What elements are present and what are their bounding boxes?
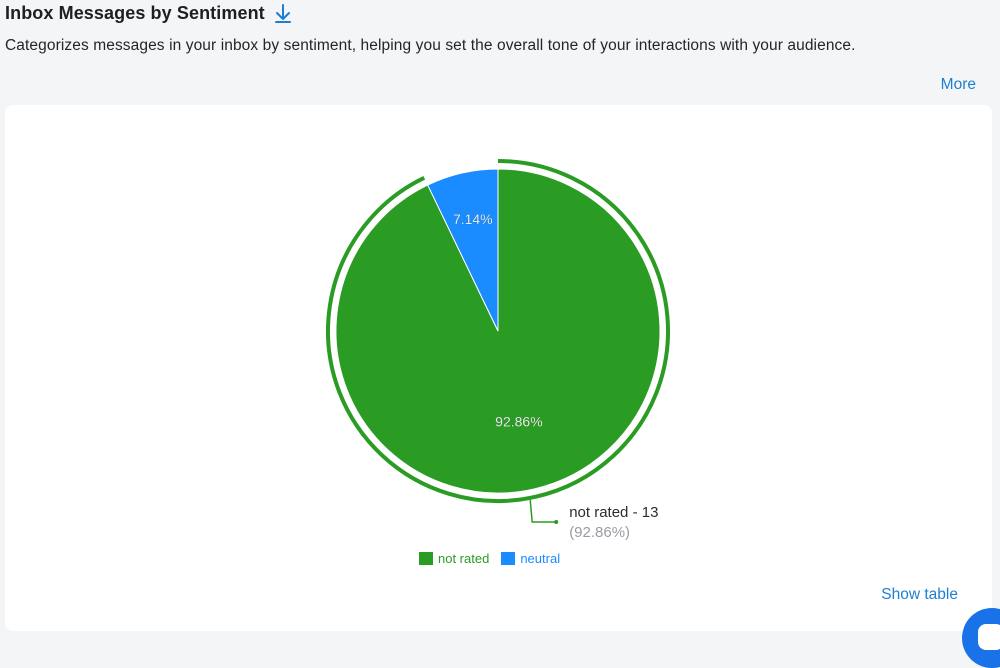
chart-title: Inbox Messages by Sentiment xyxy=(5,2,265,23)
legend-swatch-not-rated xyxy=(419,552,433,565)
chart-header: Inbox Messages by Sentiment xyxy=(5,2,293,24)
legend-label-neutral: neutral xyxy=(520,551,561,566)
tooltip-percent: (92.86%) xyxy=(569,524,630,541)
legend-swatch-neutral xyxy=(501,552,516,565)
chart-legend: not rated neutral xyxy=(419,551,560,566)
download-icon[interactable] xyxy=(273,2,293,24)
legend-item-neutral[interactable]: neutral xyxy=(501,551,560,566)
tooltip-connector xyxy=(529,499,557,523)
tooltip-connector-dot xyxy=(554,520,559,524)
chat-bubble-icon xyxy=(978,624,1000,650)
show-table-link[interactable]: Show table xyxy=(881,586,958,603)
legend-item-not-rated[interactable]: not rated xyxy=(419,551,489,566)
chart-card: 92.86% 7.14% not rated - 13 (92.86%) not ra… xyxy=(5,105,992,631)
tooltip-value: not rated - 13 xyxy=(569,504,658,521)
pie-label-not-rated: 92.86% xyxy=(495,413,542,429)
pie-slice-neutral[interactable] xyxy=(427,168,499,332)
pie-chart: 92.86% 7.14% not rated - 13 (92.86%) xyxy=(326,159,670,541)
legend-label-not-rated: not rated xyxy=(438,551,490,566)
chart-description: Categorizes messages in your inbox by se… xyxy=(5,37,856,54)
more-link[interactable]: More xyxy=(940,76,976,93)
pie-label-neutral: 7.14% xyxy=(453,211,493,227)
pie-slice-halo xyxy=(326,159,670,503)
